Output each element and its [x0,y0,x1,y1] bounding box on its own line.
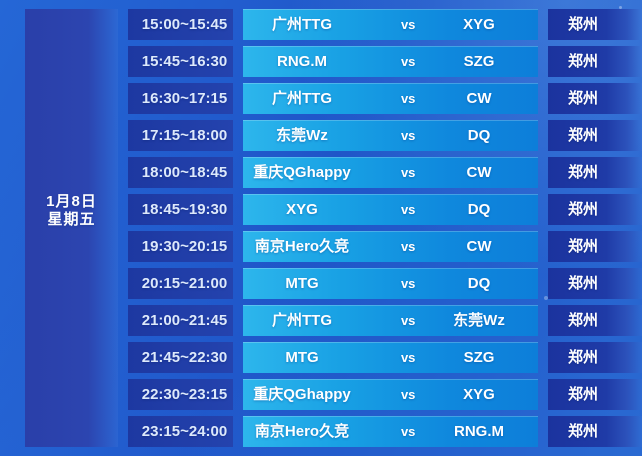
schedule-row: 18:45~19:30 XYG vs DQ 郑州 [128,194,642,225]
match-cell: MTG vs DQ [243,268,538,299]
team-b-label: 东莞Wz [453,312,505,329]
team-a-label: 广州TTG [272,312,332,329]
match-cell: 东莞Wz vs DQ [243,120,538,151]
schedule-row: 23:15~24:00 南京Hero久竞 vs RNG.M 郑州 [128,416,642,447]
team-b-label: DQ [467,201,491,218]
vs-label: vs [400,313,416,328]
vs-label: vs [400,165,416,180]
match-cell: 重庆QGhappy vs XYG [243,379,538,410]
time-range-label: 15:45~16:30 [128,46,233,77]
vs-label: vs [400,350,416,365]
vs-label: vs [400,424,416,439]
time-range-label: 23:15~24:00 [128,416,233,447]
team-a-label: 南京Hero久竞 [254,238,350,255]
vs-label: vs [400,54,416,69]
team-a-label: XYG [286,201,318,218]
location-label: 郑州 [548,305,642,336]
team-b-label: SZG [463,349,495,366]
match-cell: 重庆QGhappy vs CW [243,157,538,188]
date-label: 1月8日 [46,193,97,210]
match-cell: 南京Hero久竞 vs RNG.M [243,416,538,447]
location-label: 郑州 [548,157,642,188]
time-range-label: 20:15~21:00 [128,268,233,299]
schedule-row: 15:00~15:45 广州TTG vs XYG 郑州 [128,9,642,40]
location-label: 郑州 [548,342,642,373]
team-b-label: CW [466,238,492,255]
team-b-label: SZG [463,53,495,70]
vs-label: vs [400,202,416,217]
team-b-label: XYG [463,16,495,33]
location-label: 郑州 [548,416,642,447]
vs-label: vs [400,387,416,402]
match-cell: 广州TTG vs CW [243,83,538,114]
schedule-row: 16:30~17:15 广州TTG vs CW 郑州 [128,83,642,114]
location-label: 郑州 [548,379,642,410]
vs-label: vs [400,239,416,254]
team-b-label: DQ [467,127,491,144]
match-cell: 广州TTG vs 东莞Wz [243,305,538,336]
time-range-label: 18:00~18:45 [128,157,233,188]
schedule-row: 22:30~23:15 重庆QGhappy vs XYG 郑州 [128,379,642,410]
location-label: 郑州 [548,83,642,114]
time-range-label: 21:45~22:30 [128,342,233,373]
match-cell: MTG vs SZG [243,342,538,373]
vs-label: vs [400,17,416,32]
date-cell: 1月8日 星期五 [25,9,118,447]
team-b-label: RNG.M [454,423,504,440]
team-a-label: 重庆QGhappy [253,164,351,181]
time-range-label: 18:45~19:30 [128,194,233,225]
location-label: 郑州 [548,231,642,262]
team-a-label: MTG [285,275,319,292]
weekday-label: 星期五 [47,211,96,228]
location-label: 郑州 [548,194,642,225]
location-label: 郑州 [548,268,642,299]
time-range-label: 16:30~17:15 [128,83,233,114]
schedule-board: 1月8日 星期五 15:00~15:45 广州TTG vs XYG 郑州 15:… [25,9,642,447]
vs-label: vs [400,91,416,106]
schedule-row: 21:00~21:45 广州TTG vs 东莞Wz 郑州 [128,305,642,336]
match-cell: XYG vs DQ [243,194,538,225]
team-a-label: 东莞Wz [276,127,328,144]
vs-label: vs [400,276,416,291]
time-range-label: 15:00~15:45 [128,9,233,40]
schedule-rows: 15:00~15:45 广州TTG vs XYG 郑州 15:45~16:30 … [128,9,642,447]
time-range-label: 22:30~23:15 [128,379,233,410]
location-label: 郑州 [548,46,642,77]
schedule-row: 17:15~18:00 东莞Wz vs DQ 郑州 [128,120,642,151]
team-b-label: CW [466,90,492,107]
team-a-label: 南京Hero久竞 [254,423,350,440]
time-range-label: 19:30~20:15 [128,231,233,262]
match-cell: 广州TTG vs XYG [243,9,538,40]
team-a-label: 广州TTG [272,90,332,107]
team-a-label: MTG [285,349,319,366]
team-b-label: XYG [463,386,495,403]
team-b-label: CW [466,164,492,181]
team-a-label: RNG.M [277,53,327,70]
schedule-row: 20:15~21:00 MTG vs DQ 郑州 [128,268,642,299]
match-cell: 南京Hero久竞 vs CW [243,231,538,262]
schedule-row: 18:00~18:45 重庆QGhappy vs CW 郑州 [128,157,642,188]
time-range-label: 21:00~21:45 [128,305,233,336]
location-label: 郑州 [548,120,642,151]
schedule-row: 15:45~16:30 RNG.M vs SZG 郑州 [128,46,642,77]
schedule-row: 19:30~20:15 南京Hero久竞 vs CW 郑州 [128,231,642,262]
vs-label: vs [400,128,416,143]
team-b-label: DQ [467,275,491,292]
time-range-label: 17:15~18:00 [128,120,233,151]
team-a-label: 重庆QGhappy [253,386,351,403]
schedule-row: 21:45~22:30 MTG vs SZG 郑州 [128,342,642,373]
location-label: 郑州 [548,9,642,40]
match-cell: RNG.M vs SZG [243,46,538,77]
team-a-label: 广州TTG [272,16,332,33]
